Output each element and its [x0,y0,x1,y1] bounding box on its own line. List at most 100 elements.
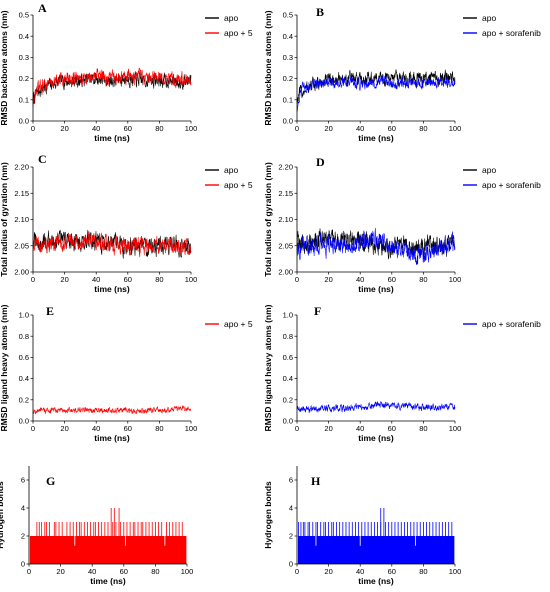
legend-label: apo + sorafenib [482,319,541,329]
x-axis-title: time (ns) [358,133,394,143]
y-tick-label: 0.3 [19,53,29,62]
x-tick-label: 80 [419,424,427,433]
panel-g: 0 20 40 60 80 100 0 2 4 6 time (ns) Hydrogen bonds G [0,466,193,586]
legend-label: apo + sorafenib [482,28,541,38]
x-tick-label: 80 [419,124,427,133]
panel-letter: H [311,474,321,488]
y-tick-label: 0.5 [283,11,293,20]
y-tick-label: 2.05 [278,241,293,250]
y-tick-label: 0.6 [19,353,29,362]
x-tick-label: 20 [60,275,68,284]
y-tick-label: 0.2 [19,395,29,404]
legend-label: apo [224,13,238,23]
y-tick-label: 0.1 [283,95,293,104]
x-tick-label: 60 [120,567,128,576]
series-line-apo-sorafenib [296,227,456,265]
x-tick-label: 100 [185,275,198,284]
y-tick-label: 2.00 [14,268,29,277]
legend-label: apo + 5 [224,319,253,329]
x-axis-title: time (ns) [358,284,394,294]
x-axis-title: time (ns) [90,576,126,586]
x-tick-label: 100 [185,424,198,433]
x-tick-label: 40 [92,124,100,133]
panel-b: 0 20 40 60 80 100 0.0 0.1 0.2 0.3 0.4 0.5 time (ns) R… [263,5,541,143]
panel-f: 0 20 40 60 80 100 0.0 0.2 0.4 0.6 0.8 1.0 time (ns) R… [263,304,541,443]
hbond-series [297,508,455,564]
x-tick-label: 60 [388,567,396,576]
y-tick-label: 6 [289,476,293,485]
legend: apo apo + 5 [205,165,253,190]
x-tick-label: 0 [31,124,35,133]
x-tick-label: 60 [124,275,132,284]
legend: apo apo + 5 [205,13,253,38]
legend-label: apo + sorafenib [482,180,541,190]
panel-h: 0 20 40 60 80 100 0 2 4 6 time (ns) Hydrogen bonds H [263,466,461,586]
panel-letter: C [38,152,47,166]
series-line-apo [296,69,456,104]
panel-letter: F [314,304,321,318]
x-tick-label: 100 [449,124,462,133]
x-axis-title: time (ns) [94,433,130,443]
y-axis-title: RMSD ligand heavy atoms (nm) [263,304,273,431]
x-tick-label: 20 [324,124,332,133]
x-tick-label: 20 [324,567,332,576]
y-tick-label: 0.1 [19,95,29,104]
y-tick-label: 1.0 [283,311,293,320]
x-tick-label: 20 [324,424,332,433]
x-tick-label: 100 [449,275,462,284]
y-tick-label: 0.4 [283,374,293,383]
x-tick-label: 80 [155,124,163,133]
y-tick-label: 0.2 [283,395,293,404]
legend-label: apo + 5 [224,180,253,190]
y-tick-label: 0.0 [19,417,29,426]
x-tick-label: 0 [27,567,31,576]
x-tick-label: 60 [124,424,132,433]
y-axis-title: RMSD backbone atoms (nm) [263,10,273,125]
legend-label: apo [482,13,496,23]
y-axis-title: Total radius of gyration (nm) [263,162,273,277]
series-line-apo-sorafenib [296,75,456,113]
y-tick-label: 6 [21,476,25,485]
legend-label: apo + 5 [224,28,253,38]
x-tick-label: 60 [388,424,396,433]
y-tick-label: 0 [21,560,25,569]
series-line-apo-5 [32,231,192,258]
y-tick-label: 0.0 [283,117,293,126]
legend: apo apo + sorafenib [463,13,541,38]
y-tick-label: 0.2 [19,74,29,83]
x-axis-title: time (ns) [94,284,130,294]
x-tick-label: 40 [356,424,364,433]
panel-letter: E [46,304,54,318]
y-tick-label: 2.10 [278,215,293,224]
x-tick-label: 20 [324,275,332,284]
y-axis-title: Total radius of gyration (nm) [0,162,9,277]
series-line-apo [296,228,456,260]
panel-letter: A [38,1,47,15]
x-tick-label: 0 [295,124,299,133]
y-tick-label: 2.05 [14,241,29,250]
y-tick-label: 4 [21,504,25,513]
panel-c: 0 20 40 60 80 100 2.00 2.05 2.10 2.15 2.20 time (ns… [0,152,253,294]
x-tick-label: 80 [419,567,427,576]
x-tick-label: 40 [356,275,364,284]
x-tick-label: 20 [60,124,68,133]
x-tick-label: 0 [295,424,299,433]
y-tick-label: 0.4 [283,32,293,41]
x-tick-label: 40 [92,424,100,433]
panel-letter: G [46,474,55,488]
x-tick-label: 100 [185,124,198,133]
x-axis-title: time (ns) [358,433,394,443]
x-tick-label: 0 [295,275,299,284]
legend: apo + 5 [205,319,253,329]
y-tick-label: 2 [289,532,293,541]
hbond-series [29,508,187,564]
x-axis-title: time (ns) [358,576,394,586]
x-tick-label: 0 [31,424,35,433]
y-axis-title: RMSD ligand heavy atoms (nm) [0,304,9,431]
y-tick-label: 2.20 [278,163,293,172]
x-tick-label: 60 [124,124,132,133]
y-tick-label: 2.15 [278,189,293,198]
series-line-apo-5 [32,405,192,415]
